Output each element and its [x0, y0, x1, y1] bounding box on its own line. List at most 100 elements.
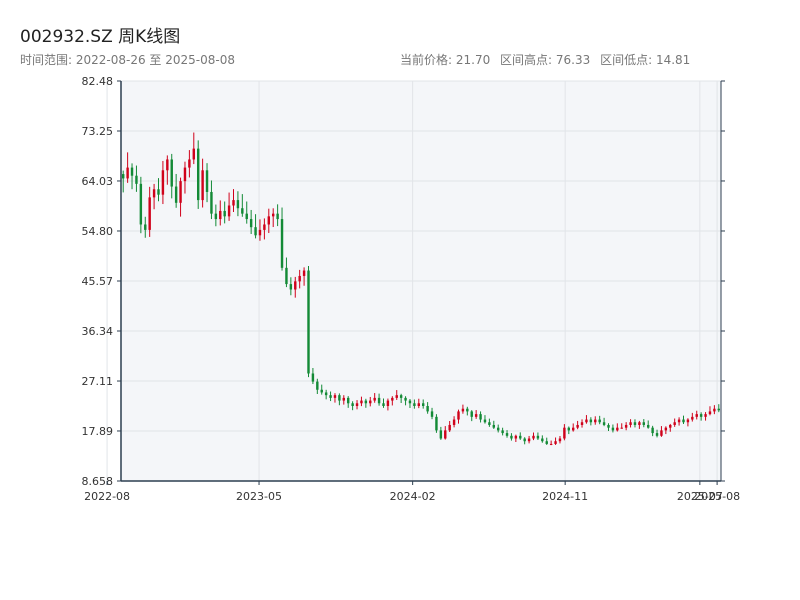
candle-body [126, 167, 129, 179]
candle-body [346, 397, 350, 404]
candle-body [369, 400, 372, 404]
y-tick-label: 64.03 [82, 175, 114, 188]
candle-body [329, 395, 332, 398]
candle-body [483, 419, 487, 423]
candle-body [496, 427, 500, 431]
candle-body [717, 408, 721, 411]
candle-body [404, 397, 407, 401]
y-tick-label: 8.658 [82, 475, 114, 488]
candle-body [289, 284, 293, 290]
chart-title: 002932.SZ 周K线图 [20, 27, 181, 47]
candle-body [713, 408, 716, 412]
candle-body [249, 219, 253, 228]
candle-body [205, 170, 209, 192]
candle-body [461, 408, 465, 412]
candle-body [545, 441, 548, 444]
candle-body [488, 422, 491, 425]
candle-body [395, 395, 398, 398]
candle-body [492, 424, 496, 428]
candle-body [324, 392, 328, 396]
candle-body [629, 422, 632, 425]
candle-body [549, 443, 553, 445]
candle-body [391, 397, 394, 401]
candle-body [505, 433, 509, 436]
candle-body [152, 189, 156, 198]
y-tick-label: 82.48 [82, 75, 114, 88]
candle-body [664, 427, 668, 431]
candle-body [183, 167, 187, 182]
candle-body [271, 213, 275, 217]
candle-body [519, 435, 522, 439]
candle-body [479, 414, 482, 420]
candle-body [567, 427, 571, 431]
candle-body [236, 200, 240, 209]
candle-body [580, 422, 584, 425]
price-stats: 当前价格: 21.70 区间高点: 76.33 区间低点: 14.81 [400, 51, 696, 68]
candle-body [527, 438, 531, 442]
candle-body [646, 424, 650, 428]
candle-body [673, 422, 676, 425]
candle-body [686, 419, 690, 423]
candle-body [227, 205, 231, 217]
candle-body [210, 191, 213, 214]
candle-body [166, 159, 169, 171]
candle-body [298, 275, 301, 282]
candle-body [241, 208, 244, 214]
candle-body [642, 422, 646, 425]
x-tick-label: 2024-11 [542, 490, 588, 503]
candle-body [382, 403, 385, 406]
candle-body [263, 224, 266, 230]
candle-body [267, 216, 271, 225]
candle-body [523, 438, 526, 442]
candle-body [417, 403, 421, 406]
candle-body [311, 373, 315, 382]
candle-body [342, 397, 346, 401]
x-tick-label: 2025-07 [677, 490, 723, 503]
candle-body [452, 419, 456, 425]
candle-body [474, 414, 478, 417]
candle-body [435, 416, 438, 431]
candle-body [148, 197, 151, 230]
candle-body [620, 427, 623, 429]
candle-body [421, 403, 425, 406]
y-tick-label: 17.89 [82, 425, 114, 438]
candle-body [510, 435, 513, 439]
candle-body [571, 427, 575, 431]
candle-body [444, 430, 447, 439]
candle-body [439, 430, 443, 439]
candle-body [258, 229, 262, 236]
candle-body [430, 411, 434, 417]
grid-lines [106, 80, 721, 482]
candle-body [448, 424, 451, 431]
candle-body [501, 430, 504, 434]
candle-body [695, 414, 698, 417]
candle-body [536, 435, 540, 439]
candle-body [699, 414, 703, 417]
candle-body [285, 267, 288, 285]
candle-body [554, 441, 557, 444]
range-low-label: 区间低点: 14.81 [600, 53, 691, 67]
candle-body [413, 403, 416, 406]
candle-body [355, 403, 359, 406]
candle-body [585, 419, 588, 423]
candle-body [351, 403, 354, 406]
range-high-label: 区间高点: 76.33 [500, 53, 591, 67]
axes: 82.48 73.25 64.03 54.80 45.57 36.34 27.11 17.89… [82, 75, 741, 503]
candle-body [364, 400, 368, 404]
candle-body [563, 427, 566, 439]
candle-body [532, 435, 535, 439]
candle-body [514, 435, 518, 439]
candle-body [338, 395, 341, 401]
candle-body [135, 175, 138, 184]
y-tick-label: 27.11 [82, 375, 114, 388]
candle-body [130, 167, 134, 176]
y-tick-label: 54.80 [82, 225, 114, 238]
candle-body [541, 438, 544, 442]
candle-body [669, 424, 672, 428]
candle-body [602, 422, 606, 425]
candle-body [677, 419, 681, 423]
candle-body [655, 433, 659, 436]
candle-body [170, 159, 173, 187]
candle-body [254, 227, 257, 236]
